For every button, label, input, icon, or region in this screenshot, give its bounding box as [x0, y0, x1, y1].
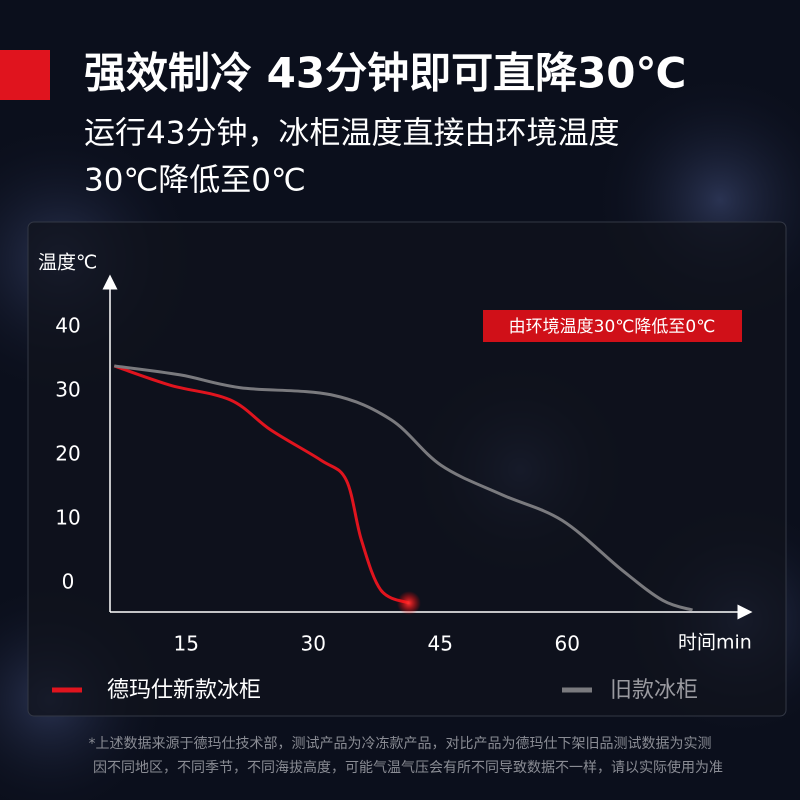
title-marker: [0, 50, 50, 100]
annotation-box: [483, 310, 742, 342]
x-axis-label: 时间min: [678, 632, 752, 654]
y-tick-label: 10: [55, 506, 80, 530]
series-line: [113, 364, 410, 605]
subtitle: 30℃降低至0℃: [84, 163, 306, 199]
x-tick-label: 30: [300, 632, 325, 656]
end-glow: [396, 591, 421, 616]
series-line: [114, 364, 693, 612]
legend-label: 旧款冰柜: [610, 678, 698, 703]
chart-panel: [27, 221, 787, 717]
y-tick-label: 20: [55, 442, 80, 466]
footnote: 因不同地区，不同季节，不同海拔高度，可能气温气压会有所不同导致数据不一样，请以实…: [93, 759, 723, 776]
x-tick-label: 45: [427, 632, 452, 656]
y-axis-label: 温度℃: [38, 252, 97, 274]
annotation: 由环境温度30℃降低至0℃: [509, 317, 716, 337]
y-tick-label: 40: [55, 313, 80, 337]
footnote: *上述数据来源于德玛仕技术部，测试产品为冷冻款产品，对比产品为德玛仕下架旧品测试…: [89, 735, 712, 752]
legend-label: 德玛仕新款冰柜: [107, 678, 261, 703]
y-tick-label: 30: [55, 377, 80, 401]
x-tick-label: 15: [173, 632, 198, 656]
x-tick-label: 60: [554, 632, 579, 656]
subtitle: 运行43分钟，冰柜温度直接由环境温度: [84, 116, 619, 152]
title: 强效制冷 43分钟即可直降30℃: [84, 49, 686, 98]
y-tick-label: 0: [62, 570, 75, 594]
